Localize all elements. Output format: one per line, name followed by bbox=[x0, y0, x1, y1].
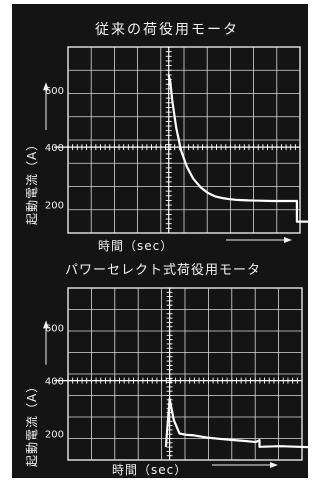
top-ytick-label: 400 bbox=[45, 143, 64, 154]
top-ytick-label: 600 bbox=[45, 86, 64, 97]
top-series-line bbox=[167, 75, 310, 223]
top-ytick-label: 200 bbox=[45, 200, 64, 211]
chart-bottom-title: パワーセレクト式荷役用モータ bbox=[65, 263, 261, 278]
chart-figure: 従来の荷役用モータ 時間（sec） 起動電流（A） 200 400 600 パワーセ… bbox=[25, 22, 313, 477]
bottom-ytick-label: 200 bbox=[45, 430, 64, 441]
top-xaxis-arrow-head bbox=[284, 237, 292, 243]
top-yaxis-arrow-head bbox=[43, 82, 49, 91]
bottom-xaxis-arrow-head bbox=[270, 462, 278, 468]
bottom-ytick-label: 400 bbox=[45, 377, 64, 388]
chart-top-xlabel: 時間（sec） bbox=[98, 239, 173, 253]
chart-top-title: 従来の荷役用モータ bbox=[95, 22, 239, 38]
bottom-series-line bbox=[164, 398, 313, 449]
chart-bottom-xlabel: 時間（sec） bbox=[112, 463, 187, 477]
bottom-ytick-label: 600 bbox=[45, 324, 64, 335]
bottom-yaxis-arrow-head bbox=[43, 320, 49, 329]
chart-top: 従来の荷役用モータ 時間（sec） 起動電流（A） 200 400 600 bbox=[25, 22, 310, 253]
chart-bottom: パワーセレクト式荷役用モータ 時間（sec） 起動電流（A） 200 400 600 bbox=[25, 263, 313, 477]
chart-top-ylabel: 起動電流（A） bbox=[25, 138, 39, 225]
figure-panel: 従来の荷役用モータ 時間（sec） 起動電流（A） 200 400 600 パワーセ… bbox=[12, 4, 313, 478]
chart-bottom-ylabel: 起動電流（A） bbox=[25, 380, 39, 467]
